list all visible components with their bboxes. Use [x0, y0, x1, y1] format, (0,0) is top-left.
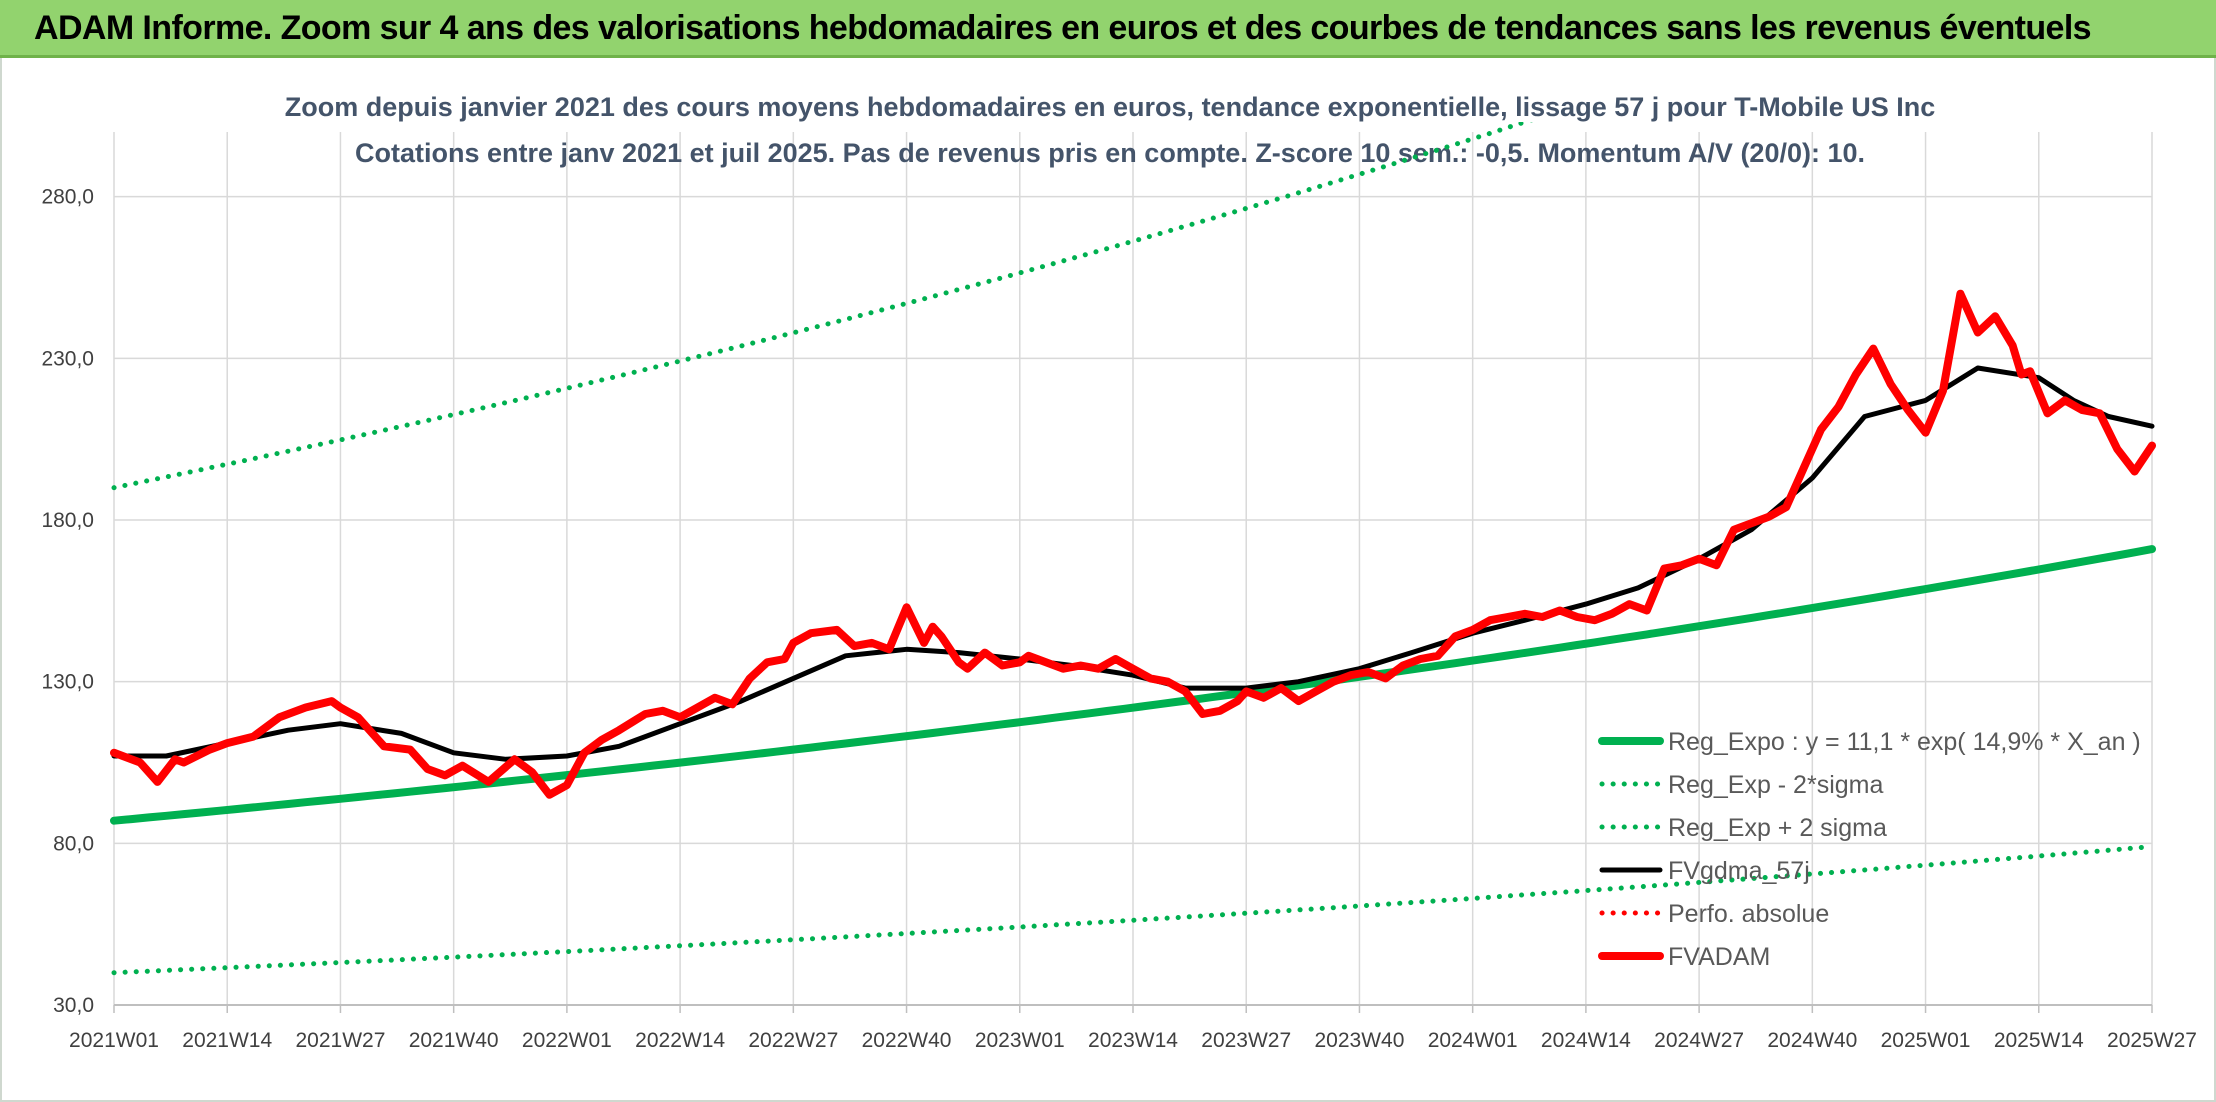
legend-label: Reg_Expo : y = 11,1 * exp( 14,9% * X_an … — [1668, 728, 2141, 756]
report-title: ADAM Informe. Zoom sur 4 ans des valoris… — [34, 9, 2092, 47]
x-tick-label: 2025W27 — [2107, 1029, 2197, 1052]
chart-subtitle: Cotations entre janv 2021 et juil 2025. … — [355, 138, 1865, 168]
x-tick-label: 2024W40 — [1767, 1029, 1857, 1052]
y-tick-label: 80,0 — [53, 832, 94, 855]
report-banner: ADAM Informe. Zoom sur 4 ans des valoris… — [0, 0, 2216, 58]
axis-ticks: 30,0 80,0 130,0 180,0 230,0 280,0 2021W01 2021W… — [41, 186, 2197, 1052]
x-tick-label: 2022W14 — [635, 1029, 725, 1052]
x-tick-label: 2023W27 — [1201, 1029, 1291, 1052]
x-tick-label: 2024W27 — [1654, 1029, 1744, 1052]
x-tick-label: 2022W01 — [522, 1029, 612, 1052]
x-tick-label: 2025W14 — [1994, 1029, 2084, 1052]
x-tick-label: 2025W01 — [1881, 1029, 1971, 1052]
legend-label: Reg_Exp + 2 sigma — [1668, 814, 1887, 842]
series-line-5 — [110, 289, 2156, 799]
series-line-1 — [111, 844, 2155, 976]
series-line-0 — [110, 545, 2156, 825]
x-tick-label: 2023W40 — [1314, 1029, 1404, 1052]
x-tick-label: 2022W40 — [862, 1029, 952, 1052]
y-tick-label: 30,0 — [53, 994, 94, 1017]
series-layer — [110, 122, 2156, 976]
legend-label: Perfo. absolue — [1668, 900, 1829, 928]
x-tick-label: 2023W01 — [975, 1029, 1065, 1052]
legend-label: FVADAM — [1668, 943, 1770, 971]
chart-title: Zoom depuis janvier 2021 des cours moyen… — [285, 92, 1936, 122]
y-tick-label: 130,0 — [41, 671, 94, 694]
x-tick-label: 2021W14 — [182, 1029, 272, 1052]
x-tick-label: 2023W14 — [1088, 1029, 1178, 1052]
x-tick-label: 2024W01 — [1428, 1029, 1518, 1052]
x-tick-label: 2021W01 — [69, 1029, 159, 1052]
y-tick-label: 280,0 — [41, 186, 94, 209]
x-tick-label: 2021W27 — [295, 1029, 385, 1052]
x-tick-label: 2021W40 — [409, 1029, 499, 1052]
x-tick-label: 2022W27 — [748, 1029, 838, 1052]
legend: Reg_Expo : y = 11,1 * exp( 14,9% * X_an … — [1598, 728, 2141, 971]
y-tick-label: 180,0 — [41, 509, 94, 532]
y-tick-label: 230,0 — [41, 347, 94, 370]
grid — [113, 132, 2153, 1013]
legend-label: Reg_Exp - 2*sigma — [1668, 771, 1883, 799]
legend-label: FVgdma_57j — [1668, 857, 1810, 885]
x-tick-label: 2024W14 — [1541, 1029, 1631, 1052]
